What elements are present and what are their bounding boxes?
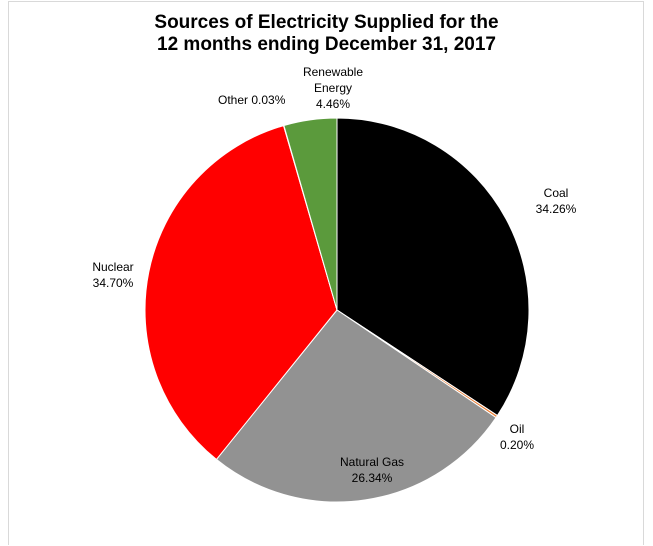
pie-slice-natural-gas — [215, 309, 497, 503]
chart-title: Sources of Electricity Supplied for the … — [0, 12, 653, 56]
data-label-other: Other 0.03% — [218, 93, 286, 107]
chart-title-line-1: Sources of Electricity Supplied for the — [154, 12, 499, 33]
pie-slice-nuclear — [144, 124, 338, 461]
chart-title-line-2: 12 months ending December 31, 2017 — [157, 34, 496, 55]
data-label-nuclear: Nuclear 34.70% — [92, 260, 133, 290]
data-label-natural-gas: Natural Gas 26.34% — [340, 455, 404, 485]
data-label-coal: Coal 34.26% — [536, 186, 577, 216]
chart-area — [8, 1, 644, 545]
data-label-oil: Oil 0.20% — [500, 422, 534, 452]
data-label-renewable-energy: Renewable Energy 4.46% — [303, 65, 363, 111]
pie-slice-renewable-energy — [283, 117, 338, 311]
